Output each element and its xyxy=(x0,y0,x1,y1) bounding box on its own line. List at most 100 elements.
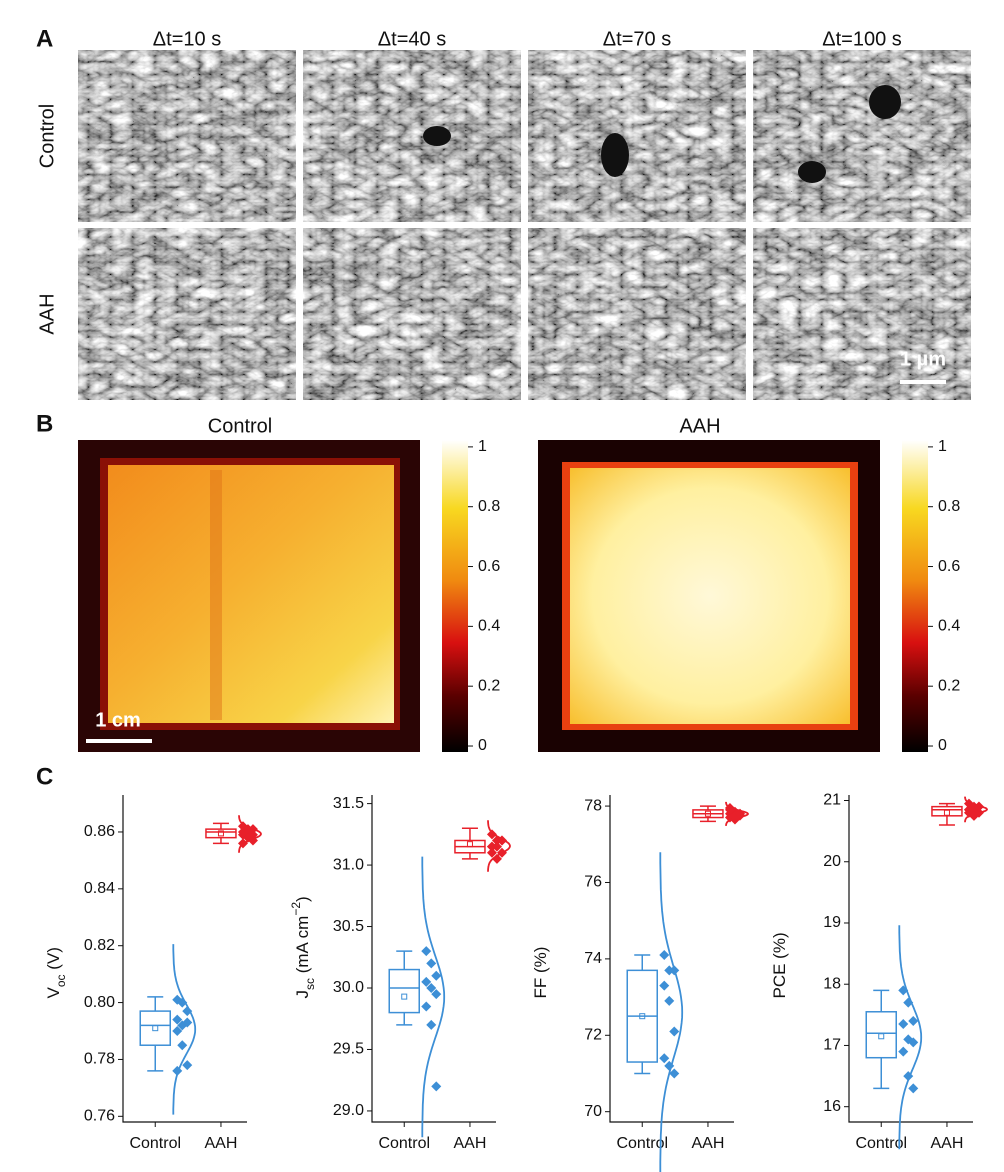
y-tick-label: 18 xyxy=(823,975,841,992)
map-title: AAH xyxy=(679,415,720,437)
x-tick-label: Control xyxy=(129,1135,181,1152)
colorbar-tick-label: 0.8 xyxy=(478,498,500,515)
data-point xyxy=(669,1026,680,1037)
y-tick-label: 29.5 xyxy=(333,1041,364,1058)
colorbar xyxy=(442,440,468,752)
column-header: Δt=70 s xyxy=(603,28,671,50)
data-point xyxy=(172,1026,183,1037)
scale-bar-label: 1 µm xyxy=(900,348,946,370)
distribution-curve xyxy=(964,796,989,823)
axis-frame xyxy=(122,795,247,1123)
y-tick-label: 19 xyxy=(823,914,841,931)
sem-image xyxy=(78,228,296,400)
panel-label: B xyxy=(36,410,53,437)
y-tick-label: 29.0 xyxy=(333,1102,364,1119)
column-header: Δt=100 s xyxy=(822,28,902,50)
data-point xyxy=(431,1081,442,1092)
data-point xyxy=(177,1020,188,1031)
data-point xyxy=(908,1083,919,1094)
map-title: Control xyxy=(208,415,272,437)
sem-image xyxy=(528,228,746,400)
colorbar-tick-label: 0.2 xyxy=(938,677,960,694)
y-axis-label-part: (mA cm xyxy=(293,916,312,978)
distribution-curve xyxy=(172,944,197,1115)
data-point xyxy=(421,976,432,987)
sem-image xyxy=(528,50,746,222)
x-tick-label: Control xyxy=(855,1135,907,1152)
distribution-curve xyxy=(725,801,750,826)
y-axis-label: PCE (%) xyxy=(770,932,789,998)
data-point xyxy=(898,1019,909,1030)
mean xyxy=(152,1025,159,1032)
pl-map-streak xyxy=(210,470,222,720)
pl-map-aah xyxy=(570,468,850,724)
panel-label: C xyxy=(36,763,53,790)
sem-image xyxy=(753,50,971,222)
colorbar-tick-label: 0.2 xyxy=(478,677,500,694)
sem-image xyxy=(303,50,521,222)
data-point xyxy=(659,1053,670,1064)
row-label: AAH xyxy=(36,293,58,334)
x-tick-label: Control xyxy=(616,1135,668,1152)
box xyxy=(205,828,237,839)
pinhole xyxy=(601,133,629,177)
y-tick-label: 21 xyxy=(823,792,841,809)
mean xyxy=(943,809,950,816)
y-axis-label-part: oc xyxy=(54,974,68,987)
axis-frame xyxy=(609,795,734,1123)
data-point xyxy=(659,980,670,991)
data-point xyxy=(426,983,437,994)
y-axis-label: Jsc (mA cm−2) xyxy=(289,896,317,998)
y-tick-label: 74 xyxy=(584,950,602,967)
data-point xyxy=(486,829,497,840)
row-label: Control xyxy=(36,104,58,168)
y-axis-label-part: sc xyxy=(303,978,317,990)
data-point xyxy=(431,989,442,1000)
sem-image xyxy=(303,228,521,400)
colorbar-tick-label: 0 xyxy=(938,737,947,754)
colorbar-tick-label: 0.8 xyxy=(938,498,960,515)
distribution-curve xyxy=(898,925,923,1150)
distribution-curve xyxy=(421,856,446,1138)
data-point xyxy=(426,1019,437,1030)
data-point xyxy=(182,1060,193,1071)
mean xyxy=(704,810,711,817)
y-tick-label: 30.0 xyxy=(333,979,364,996)
x-tick-label: AAH xyxy=(931,1135,964,1152)
y-axis-label: Voc (V) xyxy=(44,947,68,998)
data-point xyxy=(963,804,974,815)
data-point xyxy=(421,946,432,957)
colorbar-tick-label: 0.4 xyxy=(938,618,960,635)
data-point xyxy=(182,1006,193,1017)
box xyxy=(139,1010,171,1046)
column-header: Δt=40 s xyxy=(378,28,446,50)
y-tick-label: 0.76 xyxy=(84,1108,115,1125)
y-tick-label: 76 xyxy=(584,874,602,891)
scale-bar-label: 1 cm xyxy=(95,709,141,731)
colorbar-tick-label: 1 xyxy=(478,438,487,455)
y-axis-label-part: PCE (%) xyxy=(770,932,789,998)
column-header: Δt=10 s xyxy=(153,28,221,50)
sem-image xyxy=(753,228,971,400)
data-point xyxy=(182,1017,193,1028)
y-tick-label: 0.80 xyxy=(84,994,115,1011)
x-tick-label: AAH xyxy=(205,1135,238,1152)
box xyxy=(931,805,963,817)
data-point xyxy=(486,841,497,852)
colorbar xyxy=(902,440,928,752)
mean xyxy=(466,841,473,848)
mean xyxy=(217,830,224,837)
y-tick-label: 31.0 xyxy=(333,856,364,873)
data-point xyxy=(724,804,735,815)
y-tick-label: 72 xyxy=(584,1027,602,1044)
x-tick-label: AAH xyxy=(454,1135,487,1152)
y-tick-label: 0.84 xyxy=(84,880,115,897)
x-tick-label: Control xyxy=(378,1135,430,1152)
data-point xyxy=(669,1068,680,1079)
y-tick-label: 17 xyxy=(823,1037,841,1054)
pinhole xyxy=(869,85,901,119)
data-point xyxy=(431,970,442,981)
sem-grid xyxy=(78,50,971,400)
data-point xyxy=(659,950,670,961)
panel-label: A xyxy=(36,25,53,52)
